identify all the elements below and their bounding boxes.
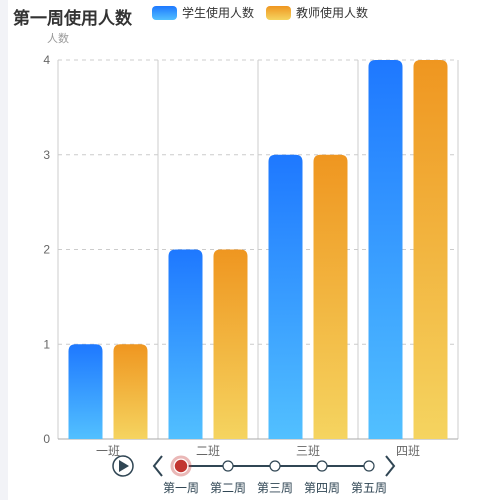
- bar-students-1: [68, 344, 103, 439]
- legend-label-teachers: 教师使用人数: [296, 6, 369, 20]
- y-tick-label: 0: [43, 432, 50, 446]
- bar-teachers-4: [413, 60, 448, 439]
- timeline-label[interactable]: 第五周: [351, 481, 387, 495]
- legend-swatch-teachers: [266, 5, 292, 20]
- legend-item-teachers[interactable]: 教师使用人数: [266, 4, 368, 21]
- x-tick-label: 四班: [396, 444, 420, 458]
- play-icon[interactable]: [112, 455, 134, 477]
- timeline-label[interactable]: 第二周: [210, 481, 246, 495]
- timeline-label[interactable]: 第四周: [304, 481, 340, 495]
- chevron-left-icon[interactable]: [152, 455, 163, 477]
- timeline-dot[interactable]: [269, 460, 281, 472]
- bar-teachers-3: [313, 154, 348, 439]
- timeline-label[interactable]: 第三周: [257, 481, 293, 495]
- bar-students-2: [168, 249, 203, 439]
- chart-legend: 学生使用人数 教师使用人数: [152, 4, 380, 21]
- legend-item-students[interactable]: 学生使用人数: [152, 4, 254, 21]
- timeline-label[interactable]: 第一周: [163, 481, 199, 495]
- legend-label-students: 学生使用人数: [182, 6, 255, 20]
- bar-students-4: [368, 60, 403, 439]
- timeline-dot[interactable]: [316, 460, 328, 472]
- play-icon-triangle: [119, 460, 129, 472]
- bar-teachers-1: [113, 344, 148, 439]
- timeline-dot[interactable]: [363, 460, 375, 472]
- chart-title: 第一周使用人数: [13, 9, 132, 29]
- page-left-strip: [0, 0, 8, 500]
- timeline-dot[interactable]: [222, 460, 234, 472]
- y-axis-title: 人数: [47, 32, 69, 45]
- y-tick-label: 2: [43, 243, 50, 257]
- timeline-dot-active[interactable]: [173, 458, 189, 474]
- y-tick-label: 3: [43, 148, 50, 162]
- y-tick-label: 4: [43, 53, 50, 67]
- bar-teachers-2: [213, 249, 248, 439]
- timeline-dot-halo: [170, 455, 192, 477]
- x-tick-label: 三班: [296, 444, 320, 458]
- legend-swatch-students: [152, 5, 177, 20]
- y-tick-label: 1: [43, 337, 50, 351]
- bar-students-3: [268, 154, 303, 439]
- x-tick-label: 二班: [196, 444, 220, 458]
- x-tick-label: 一班: [96, 444, 120, 458]
- chevron-right-icon[interactable]: [385, 455, 396, 477]
